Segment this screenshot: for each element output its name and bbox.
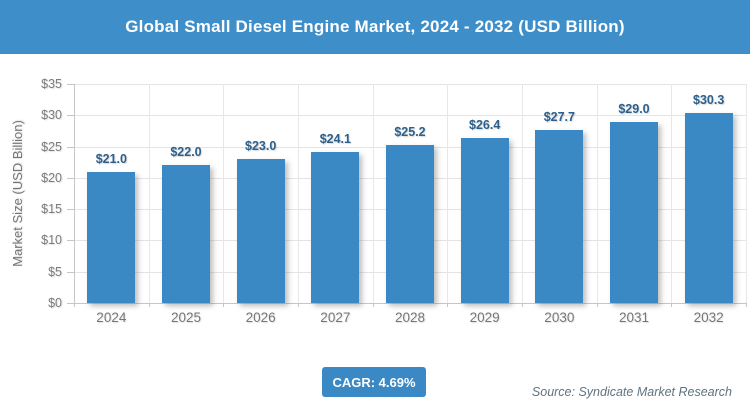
bar-value-label: $26.4 [469,117,501,132]
x-axis-tick [298,303,299,307]
bar-column: $29.0 [597,84,672,303]
bar-value-label: $23.0 [245,139,277,154]
vertical-gridline [447,84,449,303]
y-axis-tick-label: $0 [48,296,62,310]
x-axis-tick [522,303,523,307]
y-axis-tick [67,146,74,148]
x-axis-tick [596,303,598,307]
y-axis-tick [67,84,74,85]
vertical-gridline [522,84,523,303]
x-axis-category-label: 2026 [245,310,276,325]
vertical-gridline [671,84,673,303]
vertical-gridline [223,84,225,303]
x-axis-category-label: 2025 [170,310,202,325]
bar [535,129,584,303]
x-axis-tick [74,303,75,307]
horizontal-gridline [74,84,746,85]
bar-column: $30.3 [671,84,746,303]
bar [684,113,733,303]
x-axis-category-label: 2031 [618,310,650,325]
bar-column: $24.1 [298,84,373,303]
y-axis-tick-label: $30 [41,108,62,123]
bar-value-label: $29.0 [618,101,650,116]
bar [161,165,210,303]
bar [460,137,509,303]
y-axis-tick-label: $15 [41,202,62,217]
vertical-gridline [148,84,150,303]
y-axis-tick [67,303,74,304]
x-axis-line [74,303,746,304]
cagr-badge: CAGR: 4.69% [322,367,426,397]
x-axis-tick [447,303,449,307]
bar-column: $23.0 [223,84,298,303]
bar-column: $21.0 [74,84,149,303]
bar-column: $26.4 [447,84,522,303]
plot-area: $21.0 $22.0 $23.0 $24.1 $25.2 $26.4 $27.7 $29.0… [74,84,747,304]
bar-value-label: $27.7 [543,109,575,124]
y-axis-tick-label: $10 [41,233,62,248]
bar-column: $22.0 [149,84,224,303]
bar-value-label: $25.2 [394,125,426,140]
chart-title: Global Small Diesel Engine Market, 2024 … [0,0,750,54]
y-axis-tick [67,240,74,242]
x-axis-category-label: 2024 [96,310,127,325]
source-attribution: Source: Syndicate Market Research [531,385,732,399]
x-axis-tick [671,303,673,307]
vertical-gridline [298,84,299,303]
y-axis-tick-label: $5 [48,264,62,279]
x-axis-tick [372,303,374,307]
x-axis-tick [148,303,150,307]
y-axis-tick-label: $35 [41,77,62,91]
y-axis-tick [67,271,74,273]
bar [87,171,136,303]
y-axis-tick-label: $20 [41,170,62,185]
vertical-gridline [746,84,747,303]
bar [311,152,360,303]
bar [385,145,434,303]
y-axis-tick [67,115,74,117]
y-axis-line [74,84,75,303]
x-axis-tick [746,303,747,307]
x-axis-category-label: 2028 [394,310,426,325]
bar-value-label: $21.0 [95,151,127,166]
x-axis-tick [223,303,225,307]
x-axis-category-label: 2027 [320,310,351,325]
x-axis-category-label: 2029 [469,310,500,325]
bar-column: $27.7 [522,84,597,303]
vertical-gridline [596,84,598,303]
bar [236,159,285,303]
bar-value-label: $24.1 [319,132,351,147]
x-axis-category-label: 2032 [693,310,724,325]
bar-column: $25.2 [373,84,448,303]
vertical-gridline [372,84,374,303]
bar-value-label: $30.3 [693,93,725,108]
y-axis-tick-label: $25 [41,139,62,154]
bar-value-label: $22.0 [170,145,202,160]
x-axis-category-label: 2030 [544,310,575,325]
y-axis-tick [67,177,74,179]
y-axis-tick [67,209,74,211]
horizontal-gridline [74,115,746,117]
bar [609,121,658,303]
